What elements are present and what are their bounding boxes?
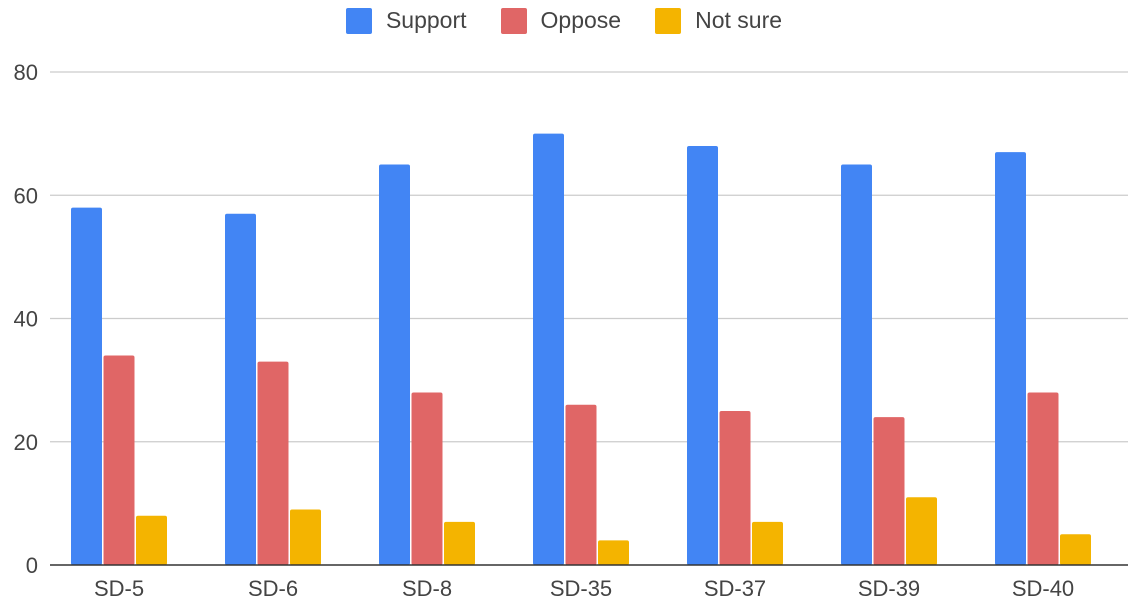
legend: Support Oppose Not sure [0,7,1128,34]
bar-support[interactable] [379,164,410,565]
y-tick-label: 80 [14,60,38,85]
bar-oppose[interactable] [103,355,135,565]
legend-swatch-oppose [500,7,527,34]
bar-oppose[interactable] [873,417,905,565]
x-tick-label: SD-39 [858,576,920,600]
bar-not-sure[interactable] [290,509,321,565]
legend-item-not-sure[interactable]: Not sure [655,7,782,34]
x-tick-label: SD-8 [402,576,452,600]
bar-oppose[interactable] [1027,392,1059,565]
bar-support[interactable] [533,133,564,565]
x-tick-label: SD-40 [1012,576,1074,600]
legend-swatch-not-sure [655,7,682,34]
y-tick-label: 20 [14,430,38,455]
y-axis: 0 20 40 60 80 [14,60,38,578]
bar-not-sure[interactable] [1060,534,1091,565]
bar-oppose[interactable] [257,361,289,565]
y-tick-label: 60 [14,183,38,208]
bar-support[interactable] [71,207,102,565]
x-tick-label: SD-37 [704,576,766,600]
legend-label-not-sure: Not sure [695,7,783,33]
legend-swatch-support [345,7,372,34]
bar-not-sure[interactable] [444,521,475,565]
x-axis: SD-5 SD-6 SD-8 SD-35 SD-37 SD-39 SD-40 [50,564,1128,600]
bar-support[interactable] [995,152,1026,566]
y-tick-label: 0 [26,553,38,578]
x-tick-label: SD-5 [94,576,144,600]
bar-not-sure[interactable] [752,521,783,565]
legend-label-oppose: Oppose [540,7,622,33]
legend-item-support[interactable]: Support [345,7,467,34]
gridlines [50,71,1128,443]
bar-not-sure[interactable] [136,515,167,565]
bar-not-sure[interactable] [906,497,937,565]
legend-label-support: Support [385,7,467,33]
bar-oppose[interactable] [565,404,597,565]
bars [71,133,1091,566]
x-tick-label: SD-35 [550,576,612,600]
bar-support[interactable] [687,145,718,565]
x-tick-label: SD-6 [248,576,298,600]
bar-oppose[interactable] [719,410,751,565]
bar-support[interactable] [841,164,872,565]
y-tick-label: 40 [14,307,38,332]
bar-support[interactable] [225,213,256,566]
legend-item-oppose[interactable]: Oppose [500,7,622,34]
bar-not-sure[interactable] [598,540,629,565]
bar-oppose[interactable] [411,392,443,565]
